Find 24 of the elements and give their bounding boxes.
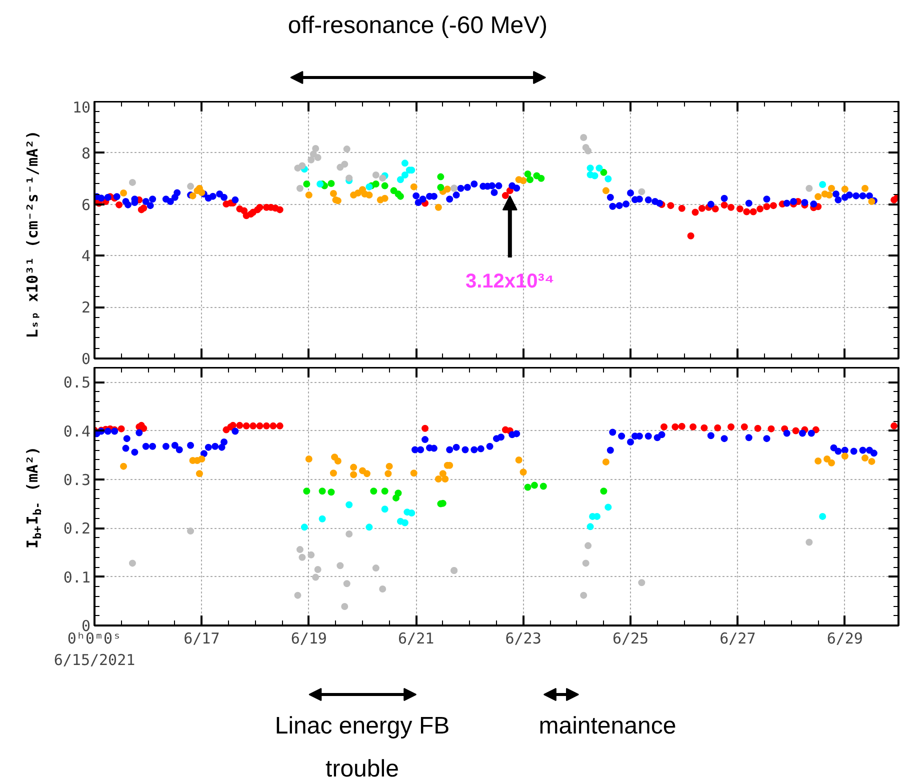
y-tick-label: 0 <box>81 350 90 368</box>
x-tick-label: 6/17 <box>184 630 220 648</box>
x-tick-label: 6/29 <box>826 630 863 648</box>
text: maintenance <box>538 712 676 740</box>
y-tick-label: 0.1 <box>63 568 90 586</box>
y-tick-label: 0.2 <box>63 520 90 538</box>
y-tick-label: 4 <box>81 247 90 266</box>
y-tick-label: 6 <box>81 196 90 214</box>
y-tick-label: 0.4 <box>63 422 90 440</box>
x-tick-label: 6/25 <box>612 630 649 648</box>
annotation: 3.12x10³⁴ <box>465 270 554 292</box>
y-tick-label: 10 <box>72 98 90 116</box>
y-tick-label: 2 <box>81 298 90 317</box>
x-tick-label: 6/21 <box>398 630 434 648</box>
y-tick-label: 0.3 <box>63 470 90 489</box>
y-axis-title: Ib+Ib- (mA²) <box>24 446 44 548</box>
y-tick-label: 0.5 <box>63 374 90 392</box>
text: off-resonance (-60 MeV) <box>288 12 548 39</box>
text: Linac energy FB trouble <box>274 712 450 780</box>
y-axis-title: Lₛₚ x10³¹ (cm⁻²s⁻¹/mA²) <box>24 130 42 338</box>
x-tick-label: 6/19 <box>290 630 327 648</box>
x-tick-label: 6/27 <box>720 630 756 648</box>
x-tick-label: 6/23 <box>505 630 542 648</box>
y-tick-label: 8 <box>81 144 90 162</box>
